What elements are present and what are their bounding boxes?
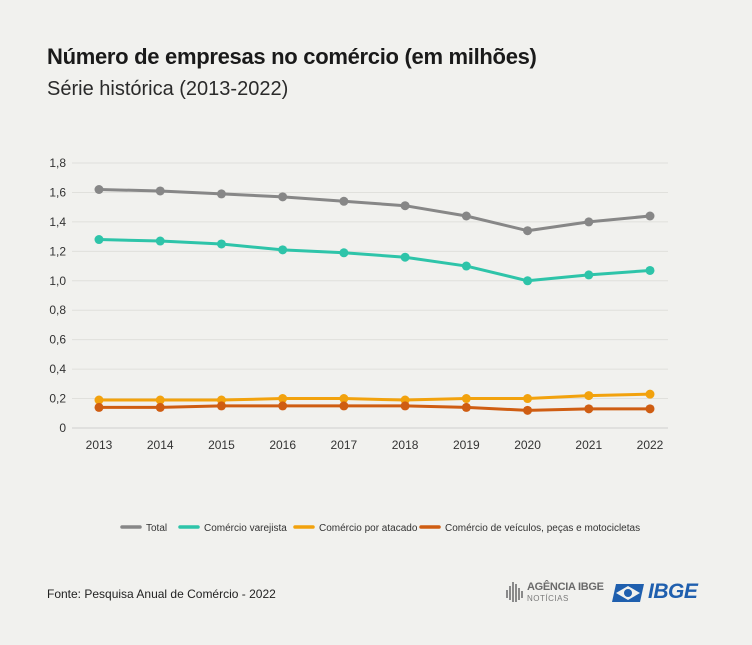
data-point bbox=[461, 402, 471, 412]
data-point bbox=[94, 235, 104, 245]
y-tick-label: 0,2 bbox=[49, 392, 66, 406]
data-point bbox=[523, 405, 533, 415]
series-line bbox=[97, 188, 652, 233]
x-tick-label: 2019 bbox=[453, 438, 480, 452]
data-point bbox=[278, 245, 288, 255]
data-point bbox=[339, 196, 349, 206]
series-line bbox=[97, 404, 652, 412]
y-tick-label: 1,0 bbox=[49, 274, 66, 288]
y-tick-label: 1,8 bbox=[49, 156, 66, 170]
data-point bbox=[216, 239, 226, 249]
data-point bbox=[645, 211, 655, 221]
series-line bbox=[97, 238, 652, 283]
data-point bbox=[400, 252, 410, 262]
y-tick-label: 1,6 bbox=[49, 185, 66, 199]
x-tick-label: 2014 bbox=[147, 438, 174, 452]
data-point bbox=[94, 402, 104, 412]
ibge-flag-icon bbox=[612, 584, 644, 602]
data-point bbox=[339, 248, 349, 258]
data-point bbox=[645, 389, 655, 399]
data-point bbox=[278, 401, 288, 411]
x-tick-label: 2015 bbox=[208, 438, 235, 452]
y-tick-label: 0,8 bbox=[49, 303, 66, 317]
data-point bbox=[523, 276, 533, 286]
data-point bbox=[216, 189, 226, 199]
data-point bbox=[155, 186, 165, 196]
data-point bbox=[461, 211, 471, 221]
legend-label: Comércio de veículos, peças e motociclet… bbox=[445, 523, 640, 534]
x-tick-label: 2013 bbox=[86, 438, 113, 452]
x-tick-label: 2018 bbox=[392, 438, 419, 452]
data-point bbox=[584, 217, 594, 227]
data-point bbox=[584, 270, 594, 280]
agencia-bars-icon bbox=[506, 582, 523, 602]
legend-label: Total bbox=[146, 523, 167, 534]
y-tick-label: 1,2 bbox=[49, 244, 66, 258]
data-point bbox=[461, 394, 471, 404]
x-tick-label: 2016 bbox=[269, 438, 296, 452]
legend-label: Comércio varejista bbox=[204, 523, 287, 534]
agencia-ibge-logo: AGÊNCIA IBGE NOTÍCIAS bbox=[505, 580, 605, 606]
data-point bbox=[461, 261, 471, 271]
y-tick-label: 0,4 bbox=[49, 362, 66, 376]
data-point bbox=[278, 192, 288, 202]
y-tick-label: 0 bbox=[59, 421, 66, 435]
data-point bbox=[94, 395, 104, 405]
data-point bbox=[278, 394, 288, 404]
data-point bbox=[155, 402, 165, 412]
ibge-logo: IBGE bbox=[612, 578, 707, 606]
data-point bbox=[155, 395, 165, 405]
data-point bbox=[584, 404, 594, 414]
ibge-logo-text: IBGE bbox=[648, 580, 698, 603]
x-tick-label: 2022 bbox=[637, 438, 664, 452]
data-point bbox=[339, 394, 349, 404]
data-point bbox=[645, 404, 655, 414]
agencia-logo-subtext: NOTÍCIAS bbox=[527, 594, 569, 603]
data-point bbox=[584, 391, 594, 401]
data-point bbox=[523, 226, 533, 236]
data-point bbox=[339, 401, 349, 411]
data-point bbox=[400, 201, 410, 211]
source-note: Fonte: Pesquisa Anual de Comércio - 2022 bbox=[47, 587, 276, 601]
data-point bbox=[400, 401, 410, 411]
data-point bbox=[216, 401, 226, 411]
y-tick-label: 0,6 bbox=[49, 333, 66, 347]
data-point bbox=[645, 265, 655, 275]
data-point bbox=[155, 236, 165, 246]
series-line bbox=[97, 392, 652, 402]
x-tick-label: 2020 bbox=[514, 438, 541, 452]
chart-subtitle: Série histórica (2013-2022) bbox=[47, 78, 289, 100]
x-tick-label: 2017 bbox=[331, 438, 358, 452]
y-tick-label: 1,4 bbox=[49, 215, 66, 229]
legend-label: Comércio por atacado bbox=[319, 523, 418, 534]
agencia-logo-text: AGÊNCIA IBGE bbox=[527, 581, 604, 593]
data-point bbox=[523, 394, 533, 404]
x-tick-label: 2021 bbox=[575, 438, 602, 452]
chart-title: Número de empresas no comércio (em milhõ… bbox=[47, 44, 537, 69]
data-point bbox=[94, 185, 104, 194]
